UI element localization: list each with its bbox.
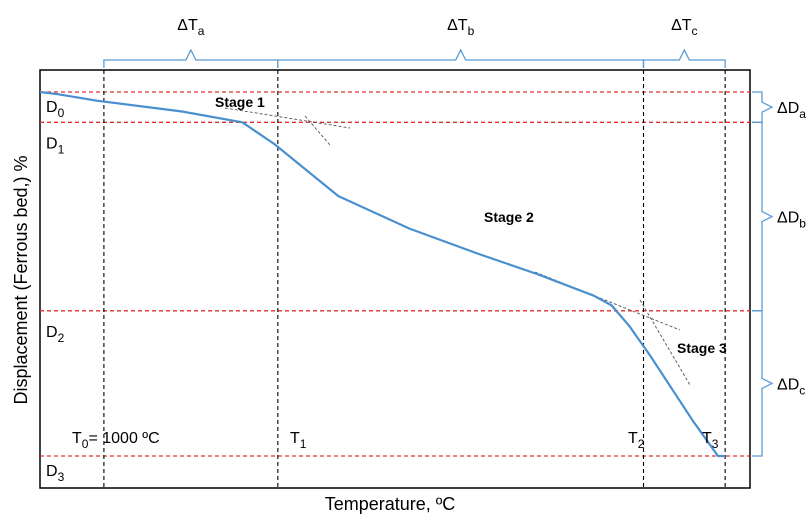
chart-labels: D0 D1 D2 D3 T0= 1000 ºC T1 T2 T3 Stage 1 Stage 2 S…	[46, 94, 727, 484]
displacement-label-2: D2	[46, 324, 65, 345]
delta-t-bracket-1	[277, 48, 645, 68]
temperature-label-2: T2	[628, 430, 645, 451]
temperature-reference-lines	[103, 70, 726, 488]
delta-d-label-1: ΔDb	[777, 210, 806, 231]
delta-d-brackets: ΔDa ΔDb ΔDc	[752, 91, 806, 457]
delta-t-label-0: ΔTa	[177, 17, 204, 38]
displacement-label-3: D3	[46, 463, 65, 484]
stage-label-3: Stage 3	[677, 340, 727, 356]
y-axis-label: Displacement (Ferrous bed,) %	[11, 155, 31, 404]
temperature-label-3: T3	[702, 430, 719, 451]
delta-t-brackets: ΔTa ΔTb ΔTc	[103, 17, 726, 68]
displacement-label-1: D1	[46, 135, 65, 156]
delta-t-label-2: ΔTc	[671, 17, 697, 38]
displacement-label-0: D0	[46, 99, 65, 120]
tangent-line-0	[224, 107, 351, 129]
delta-t-label-1: ΔTb	[447, 17, 474, 38]
delta-d-bracket-0	[752, 91, 774, 123]
delta-t-bracket-2	[642, 48, 726, 68]
displacement-curve-group	[39, 90, 726, 458]
delta-d-bracket-2	[752, 310, 774, 457]
delta-t-bracket-0	[103, 48, 279, 68]
temperature-label-1: T1	[290, 430, 307, 451]
delta-d-bracket-1	[752, 121, 774, 312]
delta-d-label-0: ΔDa	[777, 100, 806, 121]
stage-label-1: Stage 1	[215, 94, 265, 110]
tangent-line-3	[639, 299, 691, 386]
tangent-line-1	[304, 115, 331, 146]
displacement-reference-lines	[40, 91, 750, 457]
plot-frame	[39, 69, 751, 489]
delta-d-label-2: ΔDc	[777, 376, 805, 397]
stage-label-2: Stage 2	[484, 209, 534, 225]
x-axis-label: Temperature, ºC	[325, 494, 456, 514]
temperature-label-0: T0= 1000 ºC	[72, 430, 160, 451]
displacement-curve	[39, 90, 726, 458]
